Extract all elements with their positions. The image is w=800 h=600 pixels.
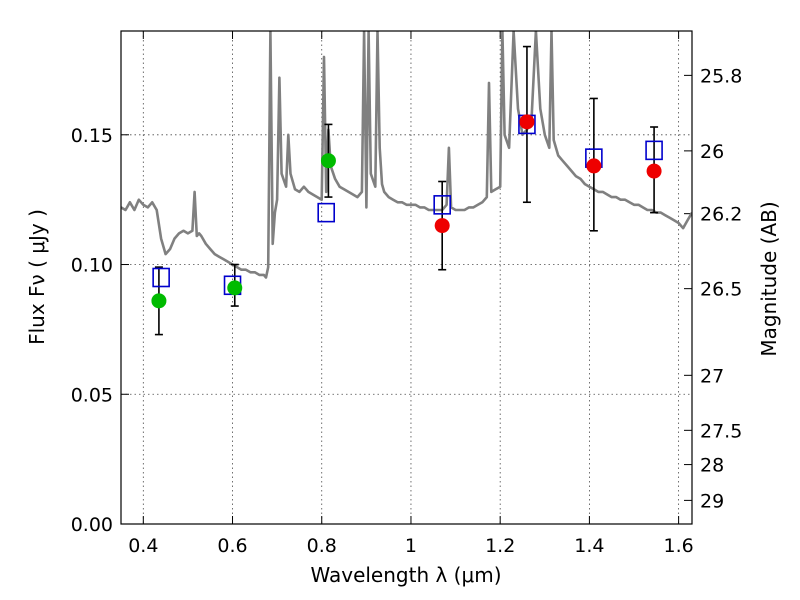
plot-frame — [120, 30, 693, 525]
model-flux-square — [645, 140, 663, 161]
series-layer — [121, 31, 692, 336]
y-axis-left: 0.00 0.05 0.10 0.15 — [71, 125, 129, 536]
y-tick-label: 0.00 — [71, 514, 113, 536]
y-tick-label: 0.15 — [71, 125, 113, 147]
x-tick-label: 1.6 — [664, 535, 694, 557]
x-tick-label: 1 — [405, 535, 417, 557]
x-tick-label: 0.8 — [307, 535, 337, 557]
x-tick-label: 0.4 — [128, 535, 158, 557]
right-tick-label: 26.5 — [700, 279, 742, 301]
observed-flux-point — [646, 163, 662, 179]
observed-flux-point — [519, 114, 535, 130]
observed-flux-point — [586, 158, 602, 174]
right-tick-label: 28 — [700, 455, 724, 477]
x-tick-label: 1.2 — [485, 535, 515, 557]
right-tick-label: 26.2 — [700, 204, 742, 226]
right-tick-label: 25.8 — [700, 65, 742, 87]
right-tick-label: 27.5 — [700, 420, 742, 442]
y-tick-label: 0.10 — [71, 255, 113, 277]
y-tick-label: 0.05 — [71, 384, 113, 406]
right-tick-label: 29 — [700, 490, 724, 512]
model-flux-square — [433, 195, 451, 215]
x-tick-label: 0.6 — [217, 535, 247, 557]
model-flux-square — [152, 267, 170, 288]
observed-flux-point — [434, 218, 450, 234]
observed-flux-point — [320, 153, 336, 169]
observed-flux-point — [227, 280, 243, 296]
model-flux-square — [317, 202, 336, 223]
right-tick-label: 26 — [700, 141, 724, 163]
right-tick-label: 27 — [700, 365, 724, 387]
y-axis-title: Flux Fν ( μJy ) — [25, 209, 49, 345]
x-axis-title: Wavelength λ (μm) — [310, 563, 501, 587]
y-axis-right: 25.8 26 26.2 26.5 27 27.5 28 29 — [684, 65, 742, 512]
observed-flux-point — [151, 293, 167, 309]
plot-area — [121, 31, 692, 336]
x-tick-label: 1.4 — [574, 535, 604, 557]
x-axis: 0.4 0.6 0.8 1 1.2 1.4 1.6 — [128, 31, 694, 557]
spectrum-line — [121, 31, 692, 279]
grid-layer — [121, 31, 692, 524]
y-axis-right-title: Magnitude (AB) — [757, 201, 781, 356]
